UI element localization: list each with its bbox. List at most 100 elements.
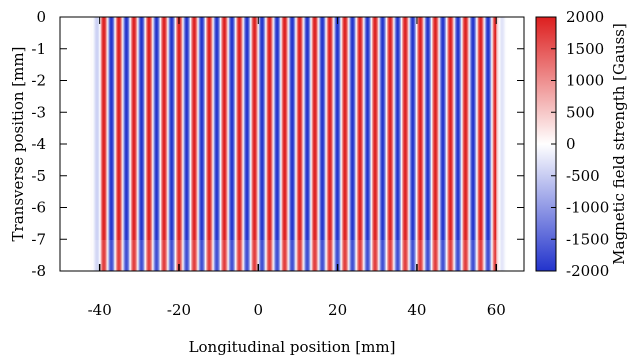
- field-stripe: [225, 17, 227, 271]
- field-stripe: [272, 17, 274, 271]
- field-stripe: [180, 17, 182, 271]
- field-stripe: [423, 17, 425, 271]
- field-stripe: [487, 17, 489, 271]
- field-stripe: [259, 17, 262, 271]
- field-stripe: [443, 17, 446, 271]
- x-tick-label: 40: [407, 301, 426, 319]
- field-stripe: [300, 17, 302, 271]
- field-stripe: [362, 17, 364, 271]
- field-stripe: [293, 17, 295, 271]
- field-stripe: [356, 17, 358, 271]
- field-stripe: [275, 17, 277, 271]
- field-stripe: [316, 17, 318, 271]
- field-stripe: [376, 17, 378, 271]
- field-stripe: [495, 17, 497, 271]
- field-stripe: [501, 17, 503, 271]
- field-stripe: [127, 17, 129, 271]
- field-stripe: [450, 17, 452, 271]
- field-stripe: [462, 17, 464, 271]
- field-stripe: [181, 17, 183, 271]
- field-stripe: [209, 17, 212, 271]
- field-stripe: [383, 17, 385, 271]
- field-stripe: [279, 17, 281, 271]
- field-stripe: [93, 17, 95, 271]
- field-stripe: [437, 17, 439, 271]
- field-stripe: [513, 17, 515, 271]
- field-stripe: [230, 17, 232, 271]
- field-stripe: [106, 17, 108, 271]
- field-stripe: [502, 17, 504, 271]
- field-stripe: [496, 17, 498, 271]
- field-stripe: [159, 17, 161, 271]
- field-stripe: [246, 17, 248, 271]
- field-stripe: [401, 17, 404, 271]
- field-stripe: [311, 17, 313, 271]
- field-stripe: [94, 17, 97, 271]
- field-stripe: [182, 17, 184, 271]
- colorbar: 2000 1500 1000 500 0 -500 -1000 -1500 -2000 Magn…: [535, 8, 628, 280]
- field-stripe: [143, 17, 145, 271]
- field-stripe: [84, 17, 86, 271]
- field-stripe: [353, 17, 355, 271]
- field-stripe: [136, 17, 139, 271]
- field-stripe: [438, 17, 440, 271]
- field-stripe: [497, 17, 500, 271]
- field-stripe: [406, 17, 408, 271]
- field-stripe: [466, 17, 468, 271]
- field-stripe: [229, 17, 231, 271]
- field-stripe: [251, 17, 254, 271]
- field-stripe: [442, 17, 444, 271]
- field-stripe: [108, 17, 110, 271]
- field-stripe: [504, 17, 506, 271]
- field-stripe: [434, 17, 436, 271]
- field-stripe: [382, 17, 385, 271]
- field-stripe: [129, 17, 131, 271]
- x-tick-label: -40: [88, 301, 112, 319]
- field-stripe: [222, 17, 224, 271]
- lower-band: [60, 240, 524, 271]
- field-stripe: [307, 17, 309, 271]
- field-stripe: [100, 17, 102, 271]
- field-stripe: [360, 17, 362, 271]
- field-stripe: [111, 17, 113, 271]
- field-stripe: [198, 17, 200, 271]
- field-stripe: [214, 17, 216, 271]
- field-stripe: [478, 17, 480, 271]
- field-stripe: [267, 17, 269, 271]
- field-stripe: [185, 17, 187, 271]
- field-stripe: [87, 17, 89, 271]
- field-stripe: [194, 17, 197, 271]
- field-stripe: [393, 17, 396, 271]
- field-stripe: [213, 17, 215, 271]
- field-stripe: [336, 17, 338, 271]
- field-stripe: [284, 17, 286, 271]
- field-stripe: [202, 17, 204, 271]
- field-stripe: [429, 17, 431, 271]
- field-stripe: [278, 17, 280, 271]
- field-stripe: [324, 17, 326, 271]
- field-stripe: [172, 17, 174, 271]
- field-stripe: [255, 17, 258, 271]
- field-stripe: [331, 17, 333, 271]
- field-stripe: [227, 17, 229, 271]
- field-stripe: [455, 17, 457, 271]
- field-stripe: [512, 17, 515, 271]
- field-stripe: [228, 17, 230, 271]
- field-stripe: [67, 17, 69, 271]
- field-stripe: [309, 17, 311, 271]
- field-stripe: [261, 17, 263, 271]
- field-stripe: [363, 17, 365, 271]
- field-stripe: [335, 17, 337, 271]
- field-stripe: [276, 17, 278, 271]
- field-stripe: [506, 17, 508, 271]
- field-stripe: [237, 17, 239, 271]
- field-stripe: [148, 17, 150, 271]
- field-stripe: [507, 17, 509, 271]
- field-stripe: [176, 17, 178, 271]
- field-stripe: [401, 17, 403, 271]
- field-stripe: [387, 17, 389, 271]
- field-stripe: [189, 17, 191, 271]
- field-stripe: [264, 17, 266, 271]
- field-stripe: [492, 17, 494, 271]
- field-stripe: [324, 17, 327, 271]
